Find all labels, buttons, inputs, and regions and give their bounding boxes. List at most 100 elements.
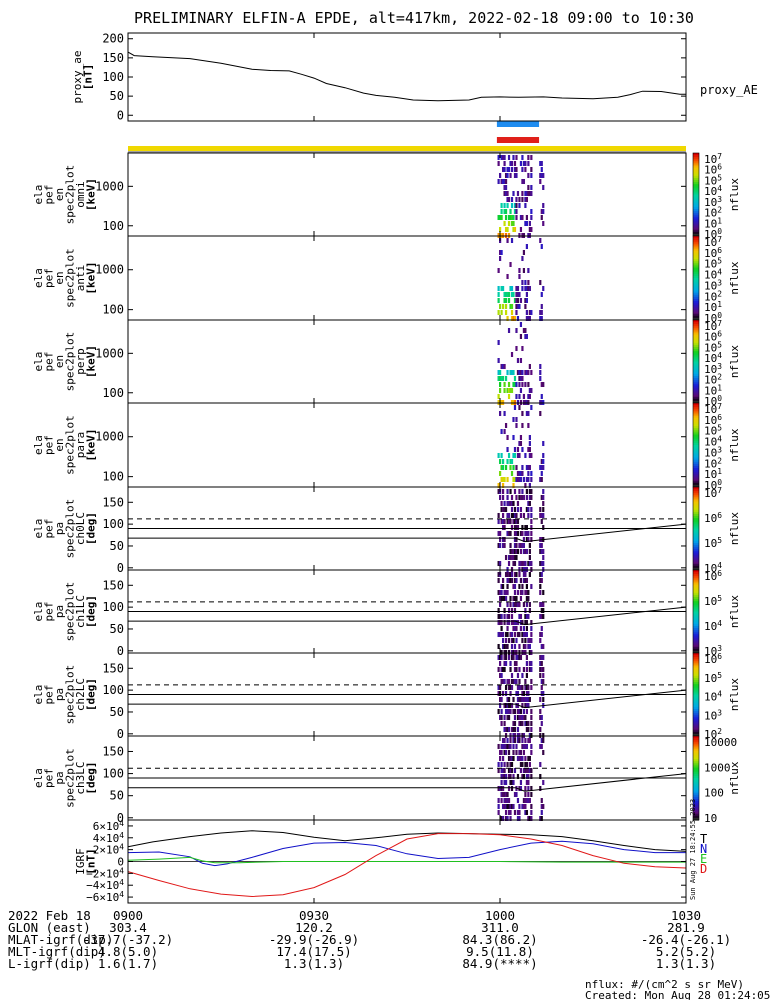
heatmap-cell (539, 762, 542, 767)
colorbar-swatch (693, 417, 699, 421)
y-tick-label: 50 (110, 789, 124, 803)
colorbar-swatch (693, 384, 699, 387)
colorbar-swatch (693, 163, 699, 167)
heatmap-cell (506, 762, 509, 767)
loss-cone-line (515, 606, 687, 626)
heatmap-cell (509, 661, 512, 666)
heatmap-cell (515, 638, 518, 643)
colorbar-swatch (693, 653, 699, 656)
heatmap-cell (518, 644, 521, 649)
colorbar-tick-label: 104 (704, 435, 722, 449)
colorbar-swatch (693, 530, 699, 534)
heatmap-cell (525, 661, 528, 666)
heatmap-cell (539, 572, 542, 577)
heatmap-cell (499, 614, 502, 619)
heatmap-cell (530, 667, 533, 672)
colorbar-swatch (693, 328, 699, 331)
y-axis-label-line: perp (74, 348, 87, 375)
colorbar-swatch (693, 727, 699, 731)
heatmap-cell (530, 227, 533, 232)
colorbar-swatch (693, 278, 699, 281)
heatmap-cell (527, 721, 530, 726)
heatmap-cell (509, 543, 512, 548)
heatmap-cell (516, 471, 520, 476)
heatmap-cell (512, 679, 515, 684)
heatmap-cell (521, 620, 524, 625)
heatmap-cell (515, 298, 518, 303)
heatmap-cell (497, 709, 500, 714)
heatmap-cell (501, 304, 505, 309)
heatmap-cell (501, 638, 505, 643)
colorbar-swatch (693, 650, 699, 654)
heatmap-cell (527, 756, 530, 761)
heatmap-cell (497, 561, 500, 566)
heatmap-cell (521, 703, 524, 708)
colorbar-swatch (693, 188, 699, 191)
heatmap-cell (499, 411, 502, 416)
colorbar-tick-label: 104 (704, 184, 722, 198)
heatmap-cell (500, 709, 503, 714)
colorbar-tick-label: 107 (704, 235, 722, 249)
colorbar-tick-label: 102 (704, 373, 722, 387)
heatmap-cell (542, 286, 545, 291)
heatmap-cell (516, 519, 520, 524)
heatmap-cell (512, 780, 515, 785)
igrf-line-D (127, 833, 687, 898)
panel-igrf: TNED6×1044×1042×1040−2×104−4×104−6×104IG… (74, 819, 707, 904)
heatmap-cell (530, 715, 533, 720)
heatmap-cell (504, 209, 508, 214)
colorbar-tick-label: 105 (704, 424, 722, 438)
heatmap-cell (499, 256, 502, 261)
heatmap-cell (540, 572, 543, 577)
heatmap-cell (504, 590, 508, 595)
heatmap-cell (503, 203, 506, 208)
heatmap-cell (503, 655, 506, 660)
colorbar-swatch (693, 805, 699, 808)
heatmap-cell (539, 411, 542, 416)
heatmap-cell (525, 703, 528, 708)
y-axis-label-line: en (53, 271, 66, 284)
colorbar-swatch (693, 307, 699, 311)
heatmap-cell (499, 661, 502, 666)
colorbar-swatch (693, 738, 699, 741)
heatmap-cell (518, 709, 521, 714)
colorbar-label: nflux (728, 595, 741, 628)
heatmap-cell (521, 167, 524, 172)
colorbar-swatch (693, 161, 699, 164)
colorbar-swatch (693, 621, 699, 625)
heatmap-cell (518, 810, 521, 815)
heatmap-cell (521, 744, 524, 749)
heatmap-cell (518, 697, 521, 702)
heatmap-cell (519, 626, 523, 631)
heatmap-cell (501, 489, 505, 494)
heatmap-cell (540, 804, 543, 809)
heatmap-cell (524, 328, 527, 333)
heatmap-cell (521, 638, 524, 643)
colorbar-swatch (693, 192, 699, 196)
heatmap-cell (515, 578, 518, 583)
heatmap-cell (539, 816, 542, 821)
colorbar-swatch (693, 155, 699, 158)
heatmap-cell (527, 185, 530, 190)
colorbar-swatch (693, 717, 699, 720)
colorbar-swatch (693, 773, 699, 777)
heatmap-cell (525, 465, 528, 470)
colorbar-swatch (693, 729, 699, 733)
heatmap-cell (499, 543, 502, 548)
sidebar-stamp: Sun Aug 27 18:24:55 2023 (689, 799, 697, 900)
colorbar-tick-label: 100 (704, 787, 724, 800)
heatmap-cell (528, 465, 531, 470)
heatmap-cell (527, 537, 530, 542)
heatmap-cell (530, 721, 533, 726)
heatmap-cell (525, 709, 528, 714)
heatmap-cell (540, 721, 543, 726)
heatmap-cell (519, 334, 523, 339)
y-axis-label-line: pef (42, 519, 55, 539)
heatmap-cell (504, 304, 508, 309)
y-tick-label: 50 (110, 705, 124, 719)
heatmap-cell (515, 549, 518, 554)
y-tick-label: 50 (110, 622, 124, 636)
heatmap-cell (512, 555, 515, 560)
heatmap-cell (525, 602, 528, 607)
heatmap-cell (519, 215, 523, 220)
